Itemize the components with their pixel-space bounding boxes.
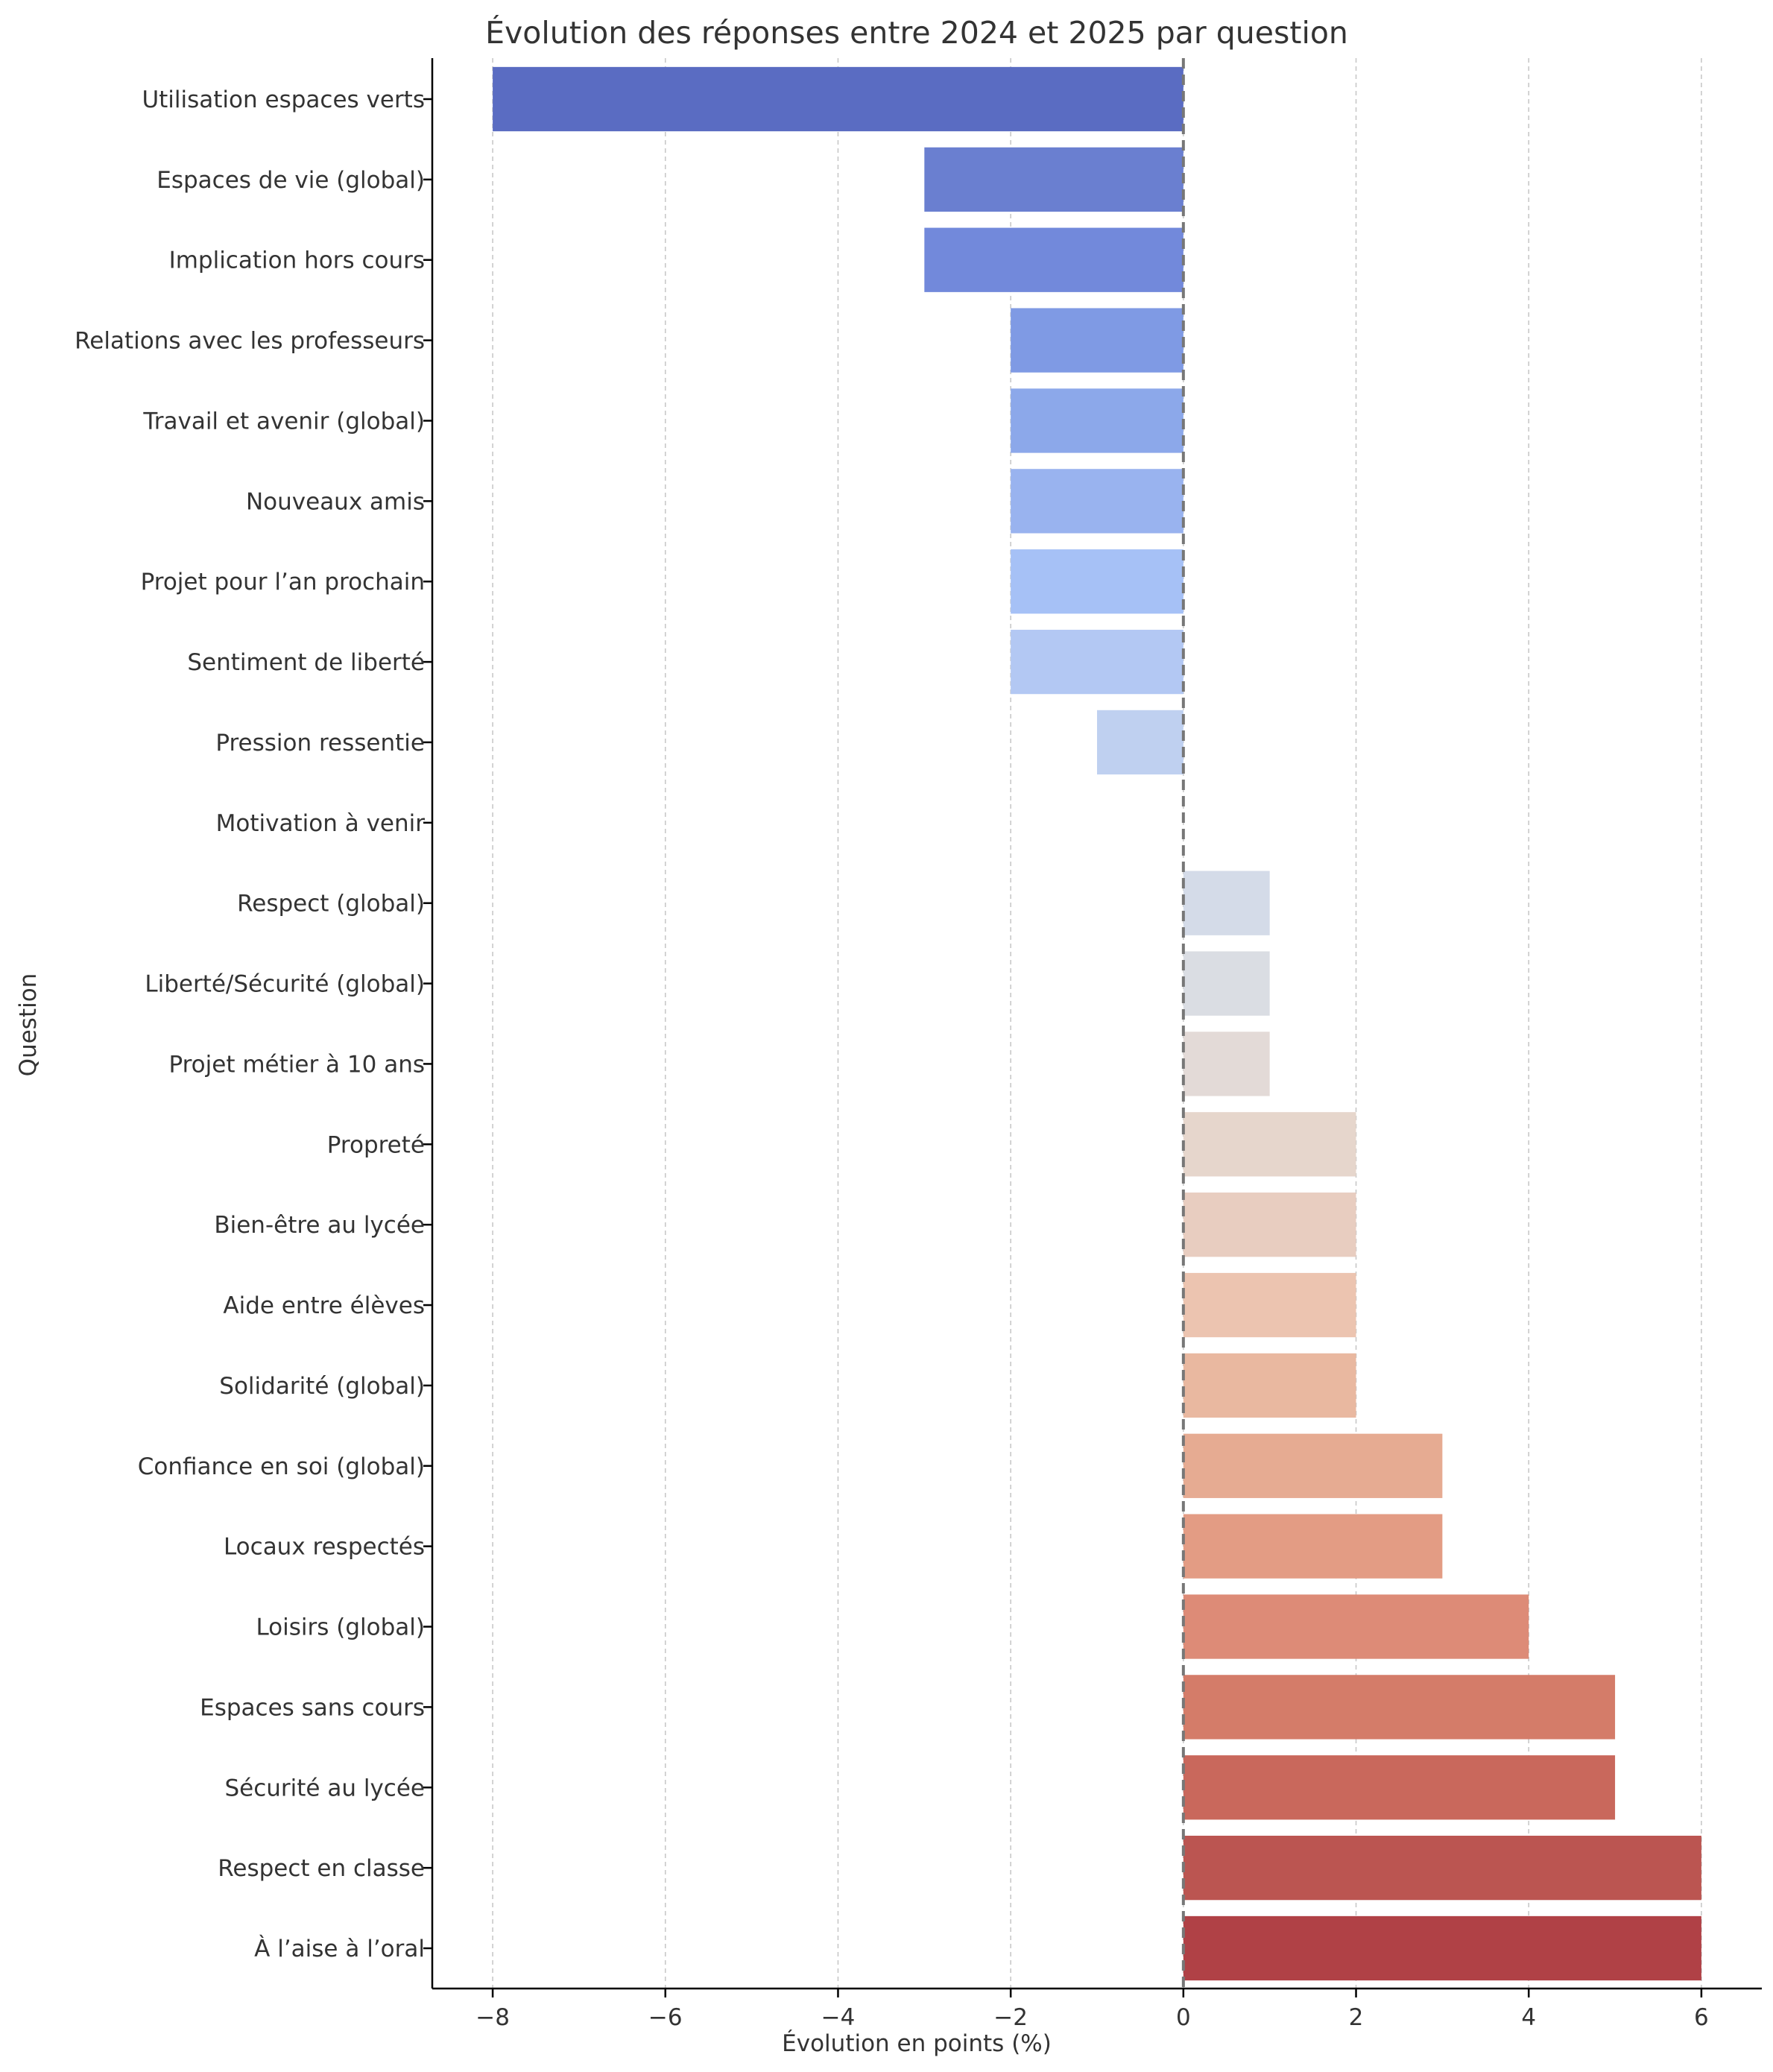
- bar-5: [1011, 469, 1183, 533]
- bar-15: [1183, 1273, 1356, 1337]
- y-tick-label-6: Projet pour l’an prochain: [141, 569, 425, 596]
- x-tick-label-5: 2: [1349, 2004, 1364, 2031]
- bar-22: [1183, 1836, 1701, 1900]
- bar-16: [1183, 1354, 1356, 1418]
- y-tick-label-1: Espaces de vie (global): [157, 167, 425, 194]
- bar-14: [1183, 1193, 1356, 1257]
- y-tick-label-21: Sécurité au lycée: [224, 1775, 425, 1801]
- y-tick-label-19: Loisirs (global): [256, 1614, 425, 1641]
- x-tick-label-2: −4: [821, 2004, 856, 2031]
- x-tick-label-6: 4: [1521, 2004, 1536, 2031]
- bar-21: [1183, 1755, 1615, 1819]
- y-axis-label: Question: [15, 973, 42, 1077]
- y-tick-label-9: Motivation à venir: [216, 810, 426, 837]
- y-axis-ticks: Utilisation espaces verts Espaces de vie …: [75, 86, 432, 1962]
- bar-11: [1183, 951, 1270, 1015]
- x-tick-label-0: −8: [475, 2004, 510, 2031]
- y-tick-label-13: Propreté: [327, 1131, 425, 1158]
- y-tick-label-23: À l’aise à l’oral: [254, 1936, 425, 1962]
- bar-6: [1011, 549, 1183, 613]
- y-tick-label-0: Utilisation espaces verts: [142, 86, 425, 113]
- x-tick-label-4: 0: [1176, 2004, 1191, 2031]
- bar-12: [1183, 1032, 1270, 1096]
- bar-1: [924, 148, 1183, 212]
- y-tick-label-14: Bien-être au lycée: [214, 1212, 425, 1239]
- y-tick-label-3: Relations avec les professeurs: [75, 328, 425, 355]
- y-tick-label-7: Sentiment de liberté: [187, 649, 425, 676]
- x-axis-ticks: −8 −6 −4 −2 0 2 4 6: [475, 1989, 1709, 2031]
- bar-23: [1183, 1916, 1701, 1980]
- y-tick-label-5: Nouveaux amis: [246, 488, 425, 515]
- bar-4: [1011, 388, 1183, 452]
- bar-10: [1183, 871, 1270, 935]
- chart-title: Évolution des réponses entre 2024 et 202…: [485, 15, 1348, 51]
- y-tick-label-17: Confiance en soi (global): [138, 1453, 425, 1480]
- x-tick-label-3: −2: [993, 2004, 1028, 2031]
- bar-17: [1183, 1434, 1443, 1498]
- bar-0: [493, 67, 1183, 131]
- bar-3: [1011, 308, 1183, 372]
- y-tick-label-15: Aide entre élèves: [223, 1292, 425, 1319]
- bar-20: [1183, 1675, 1615, 1739]
- y-tick-label-22: Respect en classe: [218, 1855, 425, 1882]
- x-tick-label-1: −6: [648, 2004, 683, 2031]
- bars: [493, 67, 1701, 1980]
- x-tick-label-7: 6: [1694, 2004, 1709, 2031]
- y-tick-label-2: Implication hors cours: [169, 247, 425, 274]
- y-tick-label-10: Respect (global): [237, 891, 425, 917]
- bar-7: [1011, 630, 1183, 694]
- bar-chart: −8 −6 −4 −2 0 2 4 6 Utilisation espaces verts Es…: [0, 0, 1773, 2072]
- y-tick-label-18: Locaux respectés: [224, 1534, 425, 1561]
- bar-19: [1183, 1594, 1529, 1658]
- y-tick-label-12: Projet métier à 10 ans: [168, 1051, 425, 1078]
- bar-13: [1183, 1112, 1356, 1176]
- y-tick-label-16: Solidarité (global): [219, 1373, 425, 1400]
- bar-8: [1097, 710, 1183, 774]
- bar-2: [924, 228, 1183, 292]
- y-tick-label-4: Travail et avenir (global): [142, 408, 425, 435]
- y-tick-label-11: Liberté/Sécurité (global): [145, 971, 425, 998]
- y-tick-label-20: Espaces sans cours: [200, 1694, 425, 1721]
- x-axis-label: Évolution en points (%): [782, 2030, 1052, 2057]
- y-tick-label-8: Pression ressentie: [215, 730, 425, 757]
- bar-18: [1183, 1514, 1443, 1579]
